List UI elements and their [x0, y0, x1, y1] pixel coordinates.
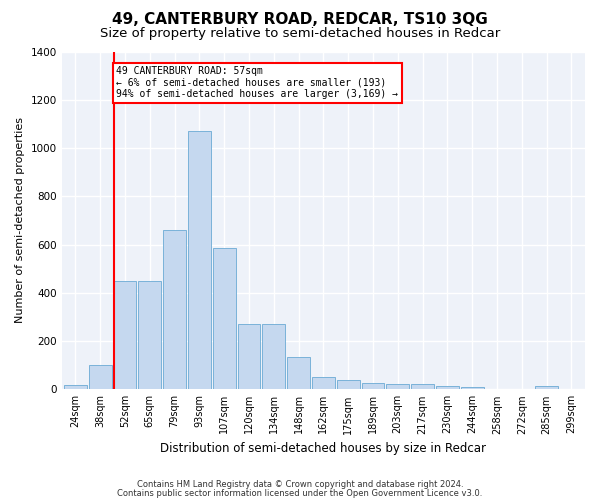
Bar [64, 385, 87, 390]
Bar [113, 280, 136, 390]
Bar [386, 384, 409, 390]
Bar [461, 387, 484, 390]
Bar [262, 324, 285, 390]
Bar [535, 386, 558, 390]
Bar [287, 356, 310, 390]
Bar [337, 380, 359, 390]
Bar [362, 384, 385, 390]
Bar [436, 386, 459, 390]
Text: 49, CANTERBURY ROAD, REDCAR, TS10 3QG: 49, CANTERBURY ROAD, REDCAR, TS10 3QG [112, 12, 488, 28]
X-axis label: Distribution of semi-detached houses by size in Redcar: Distribution of semi-detached houses by … [160, 442, 487, 455]
Bar [411, 384, 434, 390]
Text: Size of property relative to semi-detached houses in Redcar: Size of property relative to semi-detach… [100, 28, 500, 40]
Bar [188, 131, 211, 390]
Text: Contains public sector information licensed under the Open Government Licence v3: Contains public sector information licen… [118, 488, 482, 498]
Y-axis label: Number of semi-detached properties: Number of semi-detached properties [15, 118, 25, 324]
Bar [312, 377, 335, 390]
Bar [163, 230, 186, 390]
Bar [139, 280, 161, 390]
Text: Contains HM Land Registry data © Crown copyright and database right 2024.: Contains HM Land Registry data © Crown c… [137, 480, 463, 489]
Bar [238, 324, 260, 390]
Text: 49 CANTERBURY ROAD: 57sqm
← 6% of semi-detached houses are smaller (193)
94% of : 49 CANTERBURY ROAD: 57sqm ← 6% of semi-d… [116, 66, 398, 99]
Bar [89, 365, 112, 390]
Bar [213, 248, 236, 390]
